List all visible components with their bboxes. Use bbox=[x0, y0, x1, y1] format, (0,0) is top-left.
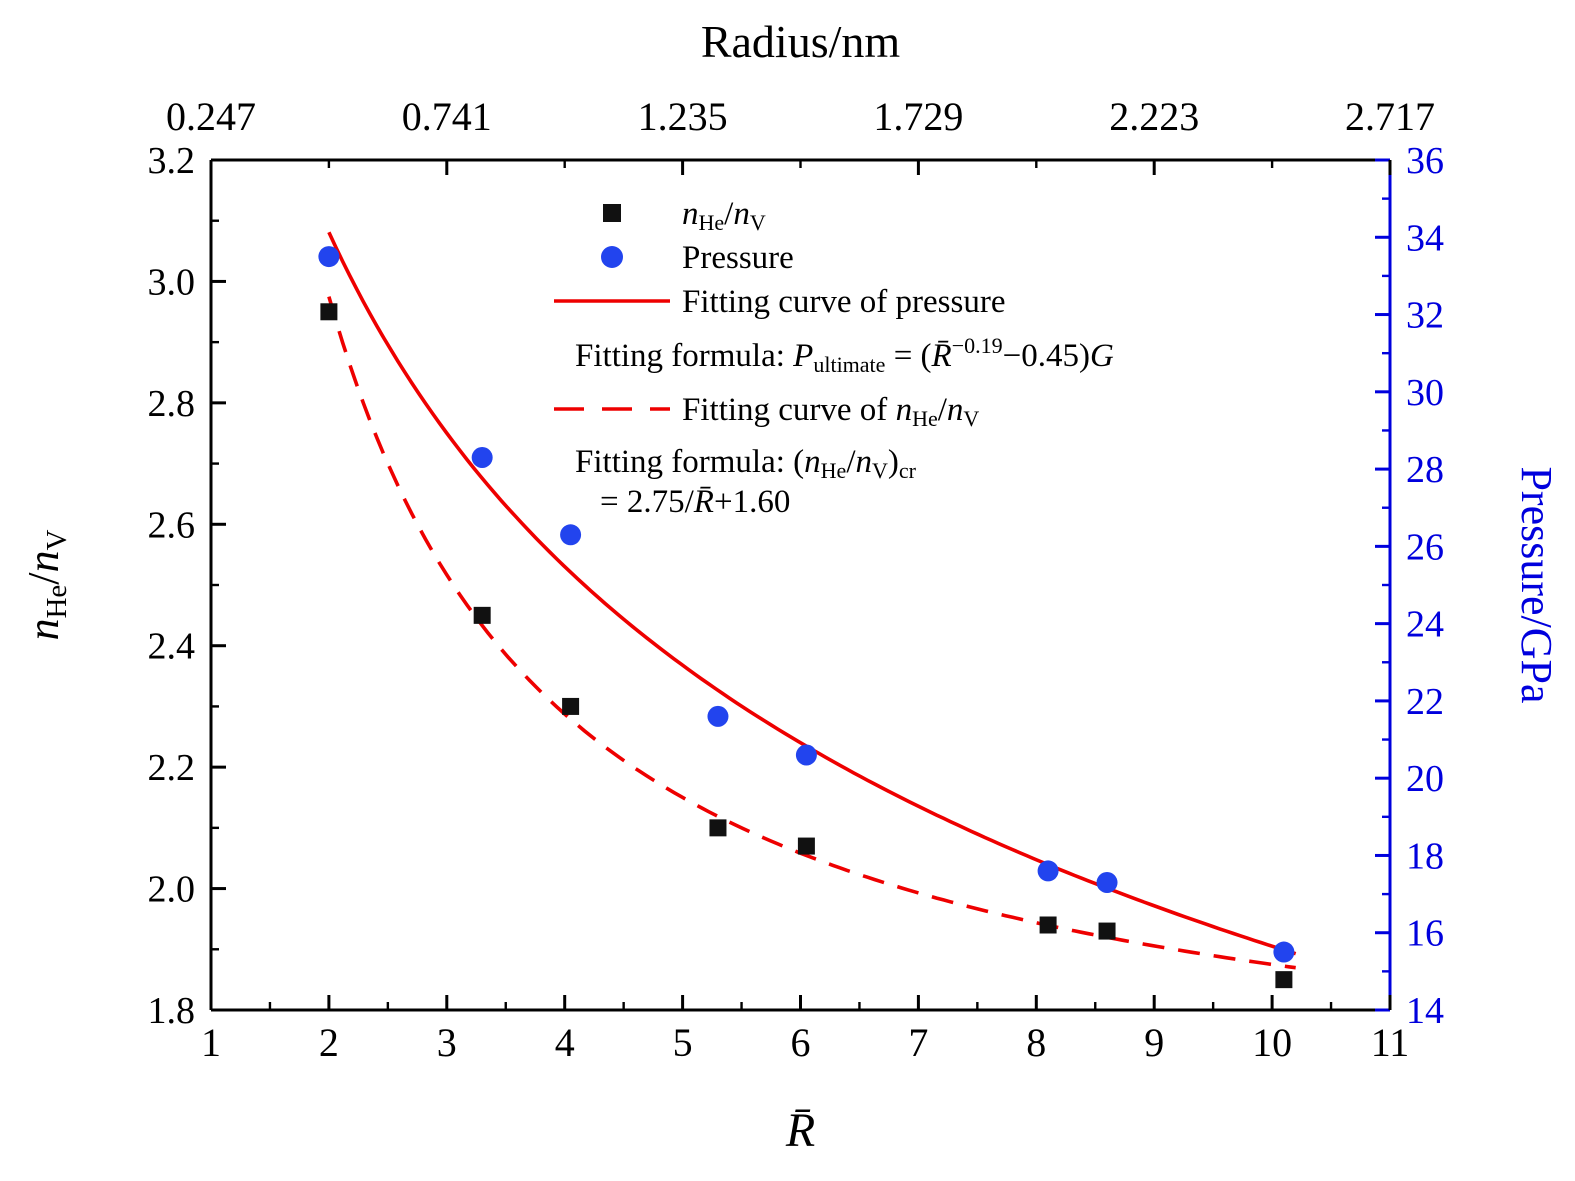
bottom-axis-tick-label: 3 bbox=[437, 1020, 457, 1065]
left-axis-tick-label: 3.2 bbox=[148, 140, 196, 182]
circle-marker bbox=[1273, 941, 1295, 963]
bottom-axis-tick-label: 5 bbox=[673, 1020, 693, 1065]
left-axis-tick-label: 2.0 bbox=[148, 869, 196, 911]
legend-label: Pressure bbox=[682, 240, 794, 276]
series-pressure bbox=[318, 246, 1295, 963]
square-marker bbox=[562, 697, 580, 715]
right-axis-tick-label: 26 bbox=[1406, 526, 1444, 568]
right-axis-tick-label: 24 bbox=[1406, 604, 1444, 646]
square-marker bbox=[320, 303, 338, 321]
right-axis-tick-label: 30 bbox=[1406, 372, 1444, 414]
left-axis-tick-label: 2.4 bbox=[148, 626, 196, 668]
circle-marker bbox=[318, 246, 340, 268]
legend: nHe/nV​ Pressure Fitting curve of pressure… bbox=[554, 196, 1114, 520]
legend-formula: = 2.75/R̄+1.60 bbox=[600, 484, 790, 520]
legend-label: nHe/nV​ bbox=[682, 196, 766, 235]
bottom-axis-tick-label: 7 bbox=[908, 1020, 928, 1065]
right-axis-tick-label: 22 bbox=[1406, 681, 1444, 723]
data-points bbox=[318, 246, 1295, 989]
right-axis-tick-label: 28 bbox=[1406, 449, 1444, 491]
circle-marker bbox=[471, 447, 493, 468]
square-marker bbox=[797, 837, 815, 855]
axes: 1.82.02.22.42.62.83.03.2nHe/nV​141618202… bbox=[19, 16, 1561, 1157]
circle-marker bbox=[707, 705, 729, 727]
right-axis-title: Pressure/GPa bbox=[1512, 466, 1561, 703]
bottom-axis-tick-label: 9 bbox=[1144, 1020, 1164, 1065]
legend-formula: Fitting formula: Pultimate = (R̄−0.19−0.… bbox=[575, 333, 1114, 377]
top-axis-tick-label: 0.247 bbox=[166, 94, 256, 139]
circle-marker bbox=[795, 744, 817, 766]
left-axis-tick-label: 1.8 bbox=[148, 990, 196, 1032]
bottom-axis-tick-label: 4 bbox=[555, 1020, 575, 1065]
ratio-fit-curve bbox=[327, 296, 1296, 970]
bottom-axis-tick-label: 11 bbox=[1371, 1020, 1410, 1065]
top-axis-tick-label: 1.235 bbox=[638, 94, 728, 139]
square-marker bbox=[1039, 916, 1057, 934]
square-marker bbox=[709, 819, 727, 837]
square-marker bbox=[1098, 922, 1116, 940]
circle-marker bbox=[1037, 860, 1059, 882]
square-marker bbox=[473, 606, 491, 624]
bottom-axis-tick-label: 6 bbox=[791, 1020, 811, 1065]
right-axis-tick-label: 20 bbox=[1406, 758, 1444, 800]
right-axis-tick-label: 34 bbox=[1406, 217, 1444, 259]
bottom-axis-tick-label: 1 bbox=[201, 1020, 221, 1065]
left-axis-tick-label: 2.8 bbox=[148, 383, 196, 425]
top-axis-tick-label: 2.223 bbox=[1109, 94, 1199, 139]
series-ratio bbox=[320, 303, 1293, 989]
left-axis-tick-label: 2.6 bbox=[148, 504, 196, 546]
square-marker bbox=[1275, 971, 1293, 989]
bottom-axis-tick-label: 8 bbox=[1026, 1020, 1046, 1065]
left-axis-tick-label: 2.2 bbox=[148, 747, 196, 789]
top-axis-tick-label: 2.717 bbox=[1345, 94, 1435, 139]
right-axis-tick-label: 36 bbox=[1406, 140, 1444, 182]
circle-marker bbox=[560, 524, 582, 546]
bottom-axis-tick-label: 2 bbox=[319, 1020, 339, 1065]
top-axis-title: Radius/nm bbox=[701, 16, 901, 67]
top-axis-tick-label: 1.729 bbox=[873, 94, 963, 139]
legend-label: Fitting curve of nHe/nV​ bbox=[682, 392, 979, 431]
top-axis-tick-label: 0.741 bbox=[402, 94, 492, 139]
right-axis-tick-label: 16 bbox=[1406, 913, 1444, 955]
right-axis-tick-label: 32 bbox=[1406, 295, 1444, 337]
legend-formula: Fitting formula: (nHe/nV)cr​ bbox=[575, 444, 917, 483]
bottom-axis-tick-label: 10 bbox=[1252, 1020, 1292, 1065]
legend-square-marker bbox=[603, 204, 621, 222]
left-axis-title: nHe/nV​ bbox=[19, 529, 73, 640]
circle-marker bbox=[1096, 872, 1118, 893]
bottom-axis-title: R̄ bbox=[785, 1104, 815, 1157]
right-axis-tick-label: 18 bbox=[1406, 835, 1444, 877]
legend-circle-marker bbox=[601, 246, 623, 268]
legend-label: Fitting curve of pressure bbox=[682, 284, 1006, 320]
left-axis-tick-label: 3.0 bbox=[148, 261, 196, 303]
right-axis-tick-label: 14 bbox=[1406, 990, 1444, 1032]
